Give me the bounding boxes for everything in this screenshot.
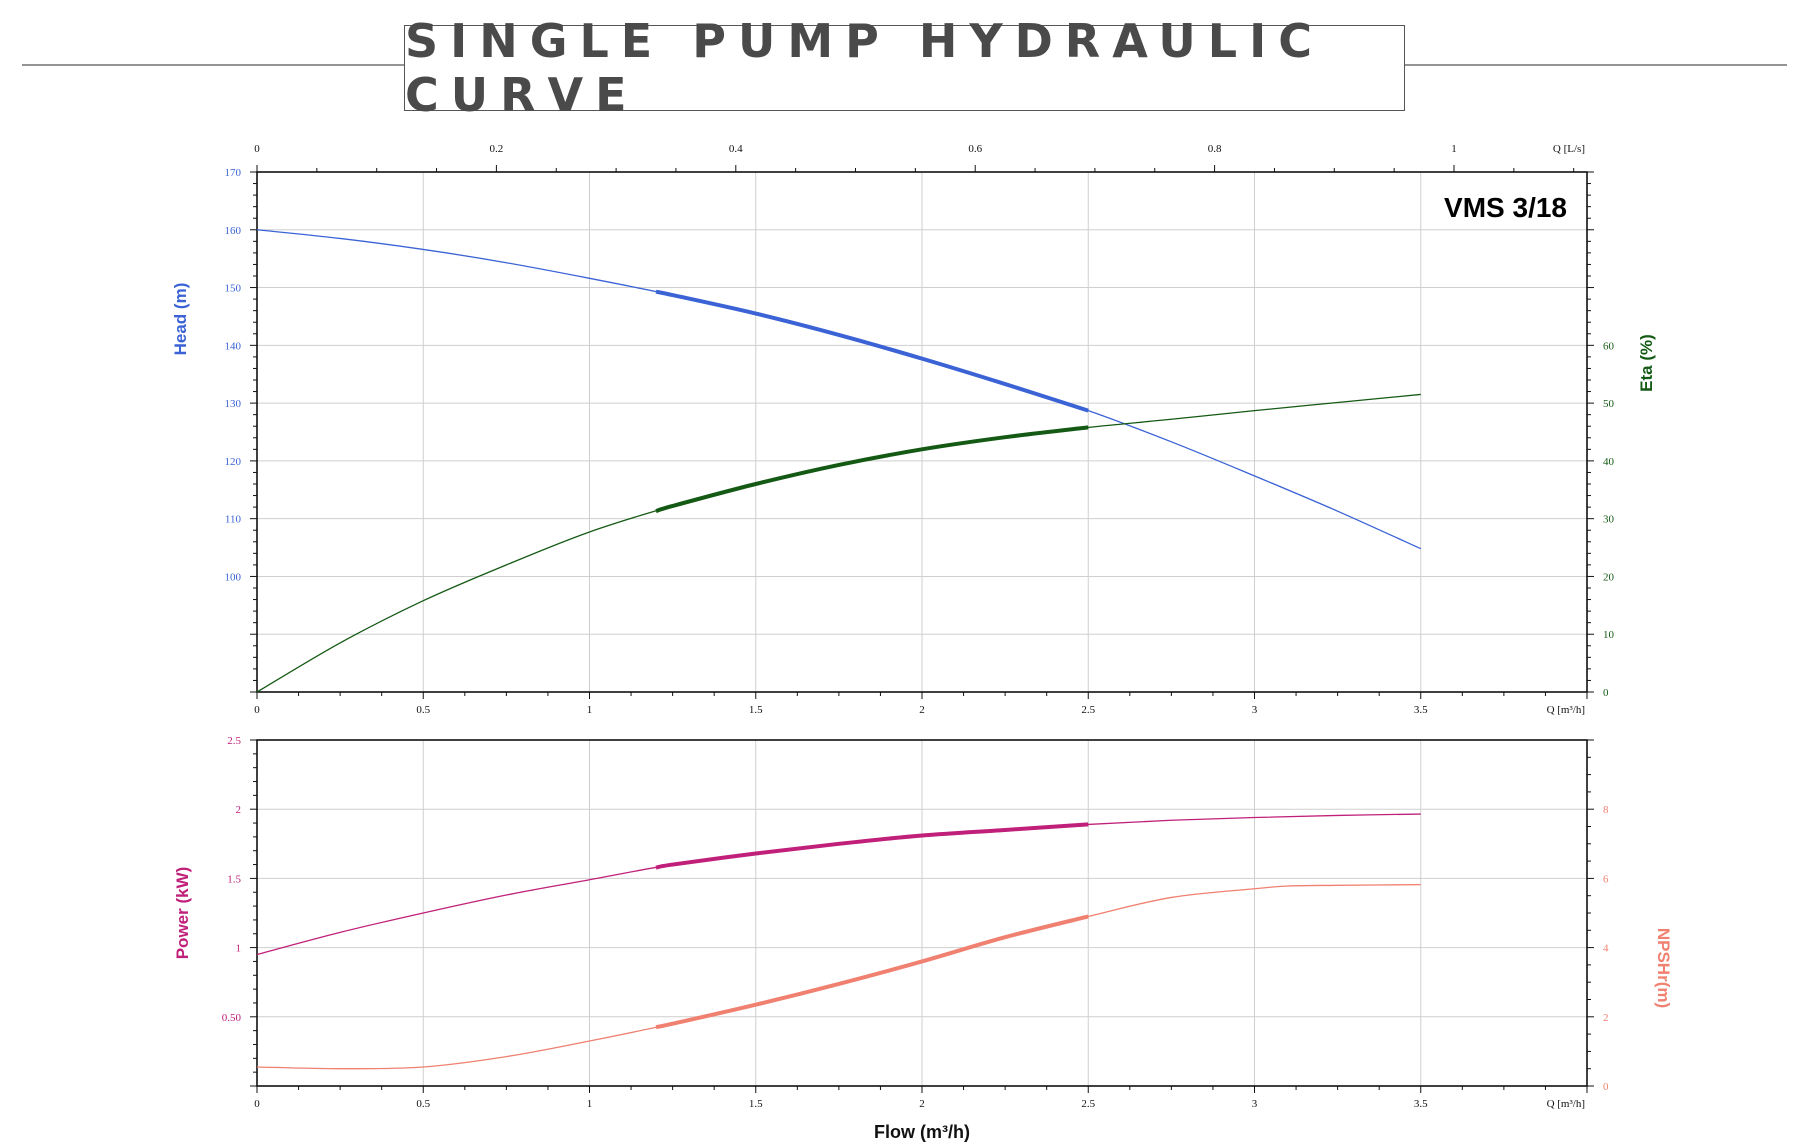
head-eta-chart: 0 0.5 1 1.5 2 2.5 3 3.5 Q [m³/h]1001101201301401… [171, 143, 1656, 716]
page-title: SINGLE PUMP HYDRAULIC CURVE [405, 14, 1324, 122]
right-tick-label-8: 8 [1603, 804, 1609, 816]
x-tick-label-2-5: 2.5 [1081, 1098, 1095, 1110]
left-tick-label-130: 130 [225, 398, 242, 410]
x-tick-label-3: 3 [1252, 1098, 1258, 1110]
x-tick-label-1-5: 1.5 [749, 1098, 763, 1110]
x-tick-label-0-5: 0.5 [416, 704, 430, 716]
series-line-power [256, 813, 1421, 956]
right-tick-label-4: 4 [1603, 943, 1609, 955]
x-tick-label-3-5: 3.5 [1414, 1098, 1428, 1110]
left-tick-label-140: 140 [225, 340, 242, 352]
top-tick-label-1: 1 [1451, 143, 1457, 155]
left-tick-label-150: 150 [225, 283, 242, 295]
x-tick-label-2-5: 2.5 [1081, 704, 1095, 716]
right-axis-title: Eta (%) [1637, 334, 1656, 392]
top-tick-label-0-4: 0.4 [729, 143, 743, 155]
series-line-eta [256, 393, 1421, 693]
series-operating-range-power [655, 822, 1089, 870]
right-tick-label-40: 40 [1603, 456, 1615, 468]
left-tick-label-1: 1 [236, 943, 242, 955]
right-tick-label-6: 6 [1603, 873, 1609, 885]
right-tick-label-0: 0 [1603, 1081, 1609, 1093]
left-tick-label-0-50: 0.50 [222, 1012, 242, 1024]
right-tick-label-50: 50 [1603, 398, 1615, 410]
series-operating-range-eta [655, 425, 1089, 514]
x-tick-label-1: 1 [587, 1098, 593, 1110]
x-tick-label-3-5: 3.5 [1414, 704, 1428, 716]
series-operating-range-npshr [655, 914, 1089, 1030]
x-tick-label-0-5: 0.5 [416, 1098, 430, 1110]
right-axis-title: NPSHr(m) [1654, 928, 1673, 1008]
top-axis-unit-label: Q [L/s] [1553, 143, 1585, 155]
right-tick-label-60: 60 [1603, 340, 1615, 352]
x-tick-label-0: 0 [254, 1098, 260, 1110]
title-box: SINGLE PUMP HYDRAULIC CURVE [404, 14, 1405, 122]
left-tick-label-160: 160 [225, 225, 242, 237]
left-tick-label-100: 100 [225, 571, 242, 583]
left-tick-label-110: 110 [225, 514, 242, 526]
left-tick-label-120: 120 [225, 456, 242, 468]
series-operating-range-head [655, 289, 1089, 413]
left-tick-label-2-5: 2.5 [227, 735, 241, 747]
left-tick-label-1-5: 1.5 [227, 873, 241, 885]
right-tick-label-10: 10 [1603, 629, 1615, 641]
right-tick-label-30: 30 [1603, 514, 1615, 526]
top-tick-label-0-6: 0.6 [968, 143, 982, 155]
x-tick-label-2: 2 [919, 1098, 925, 1110]
right-tick-label-20: 20 [1603, 571, 1615, 583]
left-axis-title: Power (kW) [173, 867, 192, 960]
top-tick-label-0: 0 [254, 143, 260, 155]
series-line-npshr [256, 883, 1421, 1070]
x-axis-title: Flow (m³/h) [874, 1122, 970, 1142]
left-tick-label-2: 2 [236, 804, 242, 816]
model-label: VMS 3/18 [1444, 192, 1567, 223]
x-tick-label-3: 3 [1252, 704, 1258, 716]
series-line-head [256, 229, 1422, 550]
left-tick-label-170: 170 [225, 167, 242, 179]
left-axis-title: Head (m) [171, 283, 190, 356]
x-axis-unit-label: Q [m³/h] [1547, 704, 1585, 716]
top-tick-label-0-8: 0.8 [1208, 143, 1222, 155]
top-tick-label-0-2: 0.2 [490, 143, 504, 155]
right-tick-label-0: 0 [1603, 687, 1609, 699]
power-npsh-chart: 0 0.5 1 1.5 2 2.5 3 3.5 Q [m³/h] 0.50 1 1.5 2 2.5 0 2 4 6… [173, 735, 1673, 1142]
x-tick-label-1-5: 1.5 [749, 704, 763, 716]
x-tick-label-2: 2 [919, 704, 925, 716]
right-tick-label-2: 2 [1603, 1012, 1609, 1024]
x-axis-unit-label: Q [m³/h] [1547, 1098, 1585, 1110]
x-tick-label-1: 1 [587, 704, 593, 716]
x-tick-label-0: 0 [254, 704, 260, 716]
